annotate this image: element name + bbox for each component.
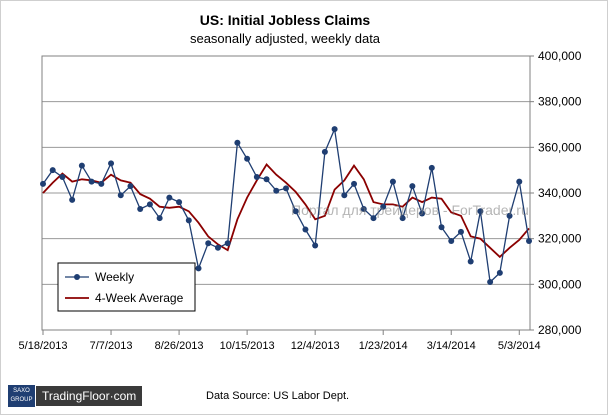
weekly-data-point bbox=[467, 258, 474, 265]
weekly-data-point bbox=[69, 196, 76, 203]
weekly-data-point bbox=[389, 178, 396, 185]
weekly-data-point bbox=[283, 185, 289, 192]
weekly-data-point bbox=[526, 237, 532, 244]
weekly-data-point bbox=[49, 167, 56, 174]
weekly-data-point bbox=[312, 242, 319, 249]
weekly-data-point bbox=[253, 174, 260, 181]
logo-line-1: SAXO bbox=[13, 388, 30, 394]
weekly-data-point bbox=[263, 176, 270, 183]
chart-subtitle: seasonally adjusted, weekly data bbox=[189, 31, 381, 46]
logo-line-2: GROUP bbox=[10, 397, 33, 403]
weekly-data-point bbox=[78, 162, 85, 169]
weekly-data-point bbox=[224, 240, 231, 247]
x-tick-label: 8/26/2013 bbox=[155, 340, 204, 352]
weekly-data-point bbox=[108, 160, 115, 167]
weekly-data-point bbox=[370, 215, 377, 222]
y-tick-label: 360,000 bbox=[538, 140, 582, 154]
weekly-data-point bbox=[428, 164, 435, 171]
weekly-data-point bbox=[321, 148, 328, 155]
x-tick-label: 5/18/2013 bbox=[19, 340, 68, 352]
weekly-data-point bbox=[487, 279, 494, 286]
x-tick-label: 12/4/2013 bbox=[291, 340, 340, 352]
weekly-data-point bbox=[292, 208, 299, 215]
weekly-data-point bbox=[438, 224, 445, 231]
weekly-data-point bbox=[516, 178, 523, 185]
weekly-data-point bbox=[127, 183, 134, 190]
x-tick-label: 5/3/2014 bbox=[498, 340, 541, 352]
saxo-group-logo: SAXO GROUP bbox=[8, 385, 35, 407]
y-tick-label: 400,000 bbox=[538, 49, 582, 63]
weekly-data-point bbox=[59, 174, 66, 181]
weekly-data-point bbox=[496, 269, 503, 276]
weekly-data-point bbox=[419, 210, 426, 217]
x-tick-label: 10/15/2013 bbox=[220, 340, 275, 352]
watermark-text: Портал для трейдеров - ForTrader.ru bbox=[291, 202, 529, 218]
weekly-data-point bbox=[214, 244, 221, 251]
legend-weekly-swatch-marker bbox=[74, 274, 80, 280]
weekly-data-point bbox=[156, 215, 163, 222]
weekly-data-point bbox=[98, 180, 105, 187]
four-week-average-line bbox=[42, 163, 530, 259]
weekly-data-point bbox=[409, 183, 416, 190]
x-tick-label: 3/14/2014 bbox=[427, 340, 476, 352]
legend-box bbox=[57, 262, 196, 312]
weekly-data-point bbox=[176, 199, 183, 206]
weekly-data-point bbox=[399, 215, 406, 222]
weekly-data-point bbox=[244, 155, 251, 162]
x-tick-label: 7/7/2013 bbox=[90, 340, 133, 352]
weekly-data-point bbox=[448, 237, 455, 244]
x-tick-label: 1/23/2014 bbox=[359, 340, 408, 352]
weekly-data-point bbox=[506, 212, 513, 219]
weekly-data-point bbox=[273, 187, 280, 194]
weekly-data-point bbox=[146, 201, 153, 208]
y-tick-label: 320,000 bbox=[538, 232, 582, 246]
weekly-data-point bbox=[302, 226, 309, 233]
weekly-data-point bbox=[360, 205, 367, 212]
weekly-data-point bbox=[117, 192, 124, 199]
legend-average-label: 4-Week Average bbox=[95, 291, 184, 305]
data-source-note: Data Source: US Labor Dept. bbox=[206, 390, 350, 402]
y-tick-label: 340,000 bbox=[538, 186, 582, 200]
weekly-data-point bbox=[234, 139, 241, 146]
weekly-data-point bbox=[380, 203, 387, 210]
weekly-data-point bbox=[40, 180, 46, 187]
weekly-data-point bbox=[195, 265, 202, 272]
y-tick-label: 300,000 bbox=[538, 277, 582, 291]
y-tick-label: 280,000 bbox=[538, 323, 582, 337]
weekly-data-point bbox=[88, 178, 95, 185]
weekly-data-point bbox=[331, 126, 338, 133]
weekly-data-point bbox=[185, 217, 192, 224]
weekly-data-point bbox=[166, 194, 173, 201]
y-tick-label: 380,000 bbox=[538, 95, 582, 109]
weekly-data-point bbox=[341, 192, 348, 199]
weekly-data-point bbox=[351, 180, 358, 187]
weekly-data-point bbox=[477, 208, 484, 215]
weekly-data-point bbox=[137, 205, 144, 212]
weekly-data-point bbox=[457, 228, 464, 235]
legend-weekly-label: Weekly bbox=[95, 270, 134, 284]
tradingfloor-logo: TradingFloor·com bbox=[36, 386, 143, 406]
chart-title: US: Initial Jobless Claims bbox=[199, 12, 371, 28]
weekly-data-point bbox=[205, 240, 212, 247]
